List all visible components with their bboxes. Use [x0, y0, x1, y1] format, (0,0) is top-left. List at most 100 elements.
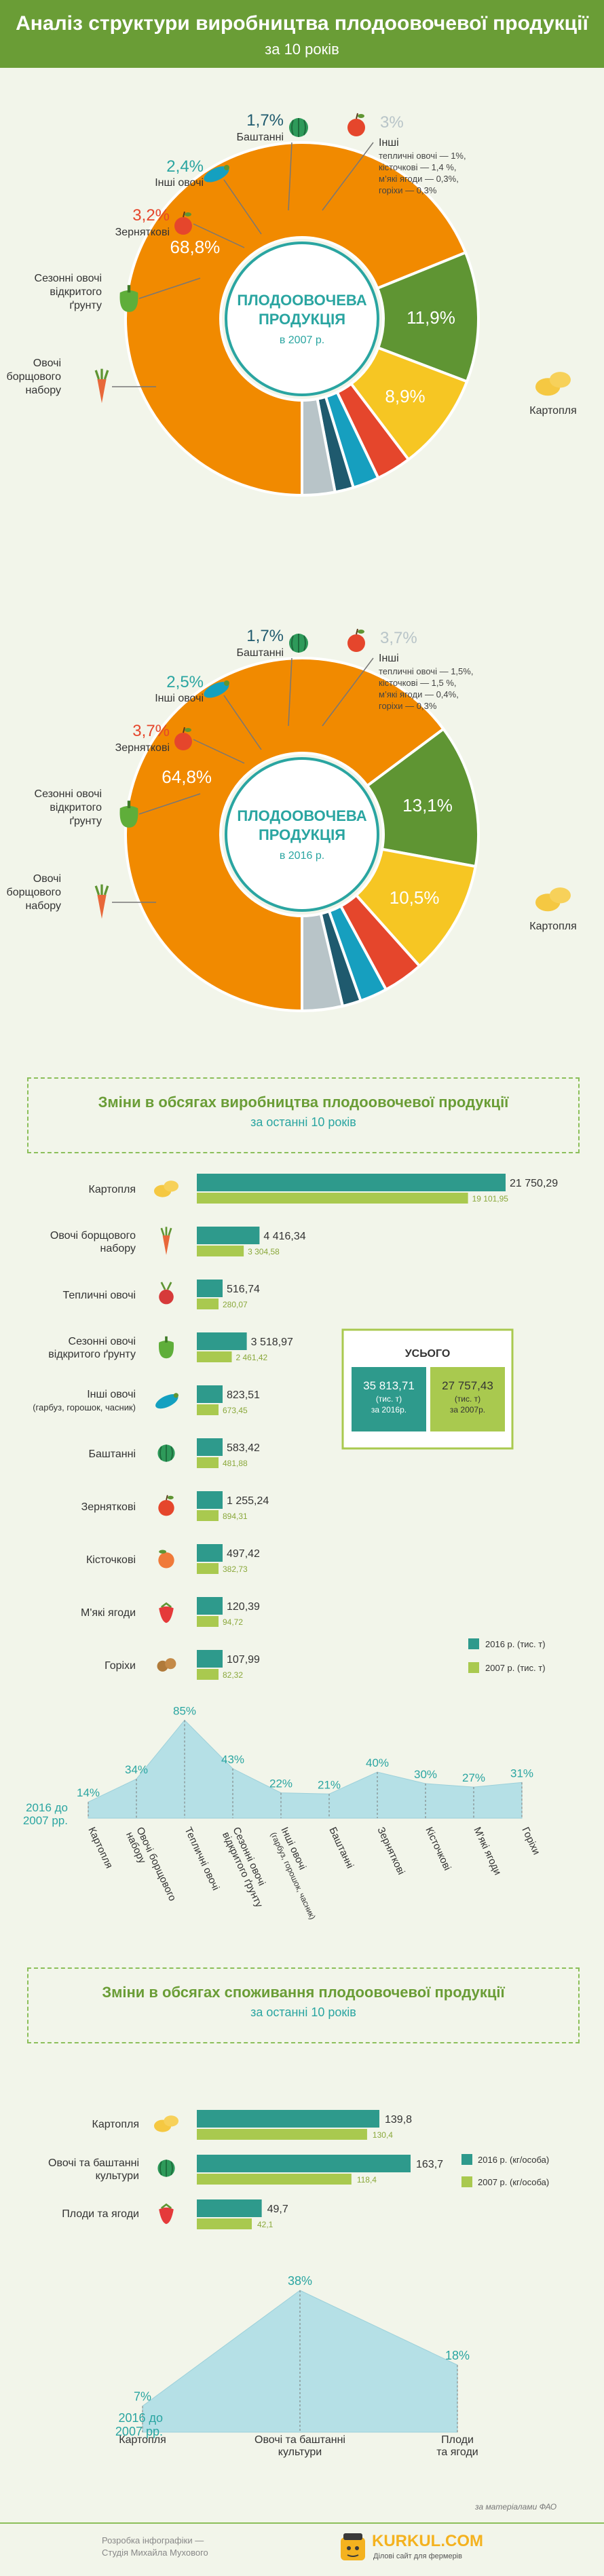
- row-label: (гарбуз, горошок, часник): [33, 1402, 136, 1412]
- page-subtitle: за 10 років: [265, 41, 339, 58]
- value-2016: 49,7: [267, 2204, 288, 2215]
- growth-category: Картопля: [86, 1826, 115, 1870]
- center-title: ПЛОДООВОЧЕВА: [237, 292, 366, 309]
- bar-2007: [197, 1299, 219, 1309]
- row-label: М'які ягоди: [81, 1607, 136, 1619]
- value-2016: 4 416,34: [263, 1231, 305, 1242]
- value-2007: 481,88: [223, 1459, 248, 1468]
- leader-line: [223, 695, 262, 750]
- label-others-detail: кісточкові — 1,5 %,: [379, 678, 457, 688]
- bar-2016: [197, 2155, 411, 2172]
- value-2007: 94,72: [223, 1617, 243, 1627]
- eggplant-cap: [173, 1393, 178, 1398]
- bar-2007: [197, 1563, 219, 1574]
- bar-2007: [197, 2218, 252, 2229]
- leader-line: [193, 223, 245, 248]
- potato-icon: [154, 1180, 178, 1197]
- peach-icon: [158, 1550, 174, 1569]
- growth-period-label: 2016 до: [118, 2411, 163, 2425]
- growth-category: Овочі та баштанні культури: [254, 2434, 345, 2458]
- eggplant-cap: [224, 680, 229, 686]
- label-others: Інші: [379, 137, 399, 149]
- growth-value: 43%: [221, 1753, 244, 1766]
- center-title: ПЛОДООВОЧЕВА: [237, 807, 366, 824]
- growth-category: Баштанні: [326, 1826, 356, 1870]
- pepper-icon: [119, 285, 138, 312]
- growth-value: 38%: [288, 2274, 312, 2288]
- melon-stripes: [159, 2159, 173, 2177]
- growth-value: 40%: [366, 1756, 389, 1769]
- carrot-leaves: [160, 1227, 172, 1236]
- leader-line: [223, 179, 262, 235]
- value-2007: 19 101,95: [472, 1194, 509, 1204]
- apple-leaf: [358, 630, 364, 634]
- page-header: Аналіз структури виробництва плодоовочев…: [0, 0, 604, 68]
- bar-2016: [197, 1544, 223, 1562]
- center-year: в 2016 р.: [280, 850, 324, 862]
- pepper-stem: [127, 285, 131, 293]
- total-title: УСЬОГО: [405, 1348, 451, 1360]
- label-seasonal: відкритого: [50, 802, 102, 813]
- row-label: відкритого ґрунту: [48, 1349, 136, 1360]
- total-2016-value: 35 813,71: [363, 1379, 415, 1392]
- consumption-bar-chart: Картопля 139,8 130,4 Овочі та баштаннікульт…: [48, 2110, 549, 2229]
- consumption-section-header: Зміни в обсягах споживання плодоовочевої…: [27, 1967, 580, 2043]
- growth-value: 21%: [318, 1778, 341, 1791]
- leader-line: [322, 657, 374, 727]
- growth-value: 18%: [445, 2349, 470, 2362]
- label-others-detail: горіхи — 0,3%: [379, 185, 437, 195]
- bar-2007: [197, 2129, 367, 2140]
- legend-swatch-2016: [468, 1638, 479, 1649]
- bar-2007: [197, 1669, 219, 1680]
- logo-name[interactable]: KURKUL.COM: [372, 2532, 483, 2550]
- growth-period-label: 2016 до: [26, 1801, 68, 1814]
- strawberry-icon: [159, 2203, 174, 2225]
- carrot-body: [162, 1235, 170, 1255]
- value-2016: 163,7: [416, 2159, 443, 2170]
- center-title: ПРОДУКЦІЯ: [259, 311, 345, 328]
- slice-label-borsch: 13,1%: [402, 795, 453, 815]
- value-2016: 1 255,24: [227, 1495, 269, 1507]
- bar-2016: [197, 1438, 223, 1456]
- value-2016: 516,74: [227, 1284, 260, 1295]
- radish-leaves: [160, 1282, 172, 1290]
- apple-stem: [356, 113, 358, 119]
- legend-swatch-2007: [468, 1662, 479, 1673]
- value-2007: 2 461,42: [235, 1353, 267, 1362]
- value-2007: 82,32: [223, 1670, 243, 1680]
- bar-2016: [197, 1650, 223, 1668]
- growth-category: Зерняткові: [375, 1826, 407, 1877]
- value-2016: 139,8: [385, 2114, 412, 2126]
- growth-value: 85%: [173, 1705, 196, 1718]
- apple-body: [347, 119, 365, 136]
- slice-borsch: [375, 250, 480, 383]
- consumption-title: Зміни в обсягах споживання плодоовочевої…: [102, 1984, 505, 2001]
- slice-borsch: [365, 727, 480, 868]
- leader-line: [322, 142, 374, 211]
- eggplant-icon: [155, 1393, 178, 1409]
- slice-label-potato: 68,8%: [170, 237, 221, 257]
- apple-leaf: [358, 114, 364, 118]
- bar-2007: [197, 1616, 219, 1627]
- row-label: Картопля: [92, 2119, 139, 2130]
- growth-value: 27%: [462, 1771, 485, 1784]
- potato-icon: [154, 2115, 178, 2132]
- apple-leaf: [185, 212, 191, 216]
- leader-line: [138, 793, 201, 815]
- label-borsch: Овочі: [33, 358, 61, 369]
- bar-2007: [197, 1351, 232, 1362]
- label-melons: Баштанні: [236, 647, 284, 659]
- label-grain: Зерняткові: [115, 742, 170, 754]
- bar-2007: [197, 1246, 244, 1256]
- value-2007: 280,07: [223, 1300, 248, 1309]
- slice-potato: [124, 141, 468, 497]
- bar-2007: [197, 2174, 352, 2185]
- label-other-veg: Інші овочі: [155, 693, 204, 704]
- value-2016: 823,51: [227, 1389, 260, 1401]
- growth-value: 7%: [134, 2390, 151, 2404]
- label-seasonal: Сезонні овочі: [35, 788, 102, 800]
- label-other-veg: Інші овочі: [155, 177, 204, 189]
- melon-icon: [289, 118, 308, 137]
- pepper-body: [158, 1341, 174, 1359]
- row-label: Горіхи: [105, 1660, 136, 1672]
